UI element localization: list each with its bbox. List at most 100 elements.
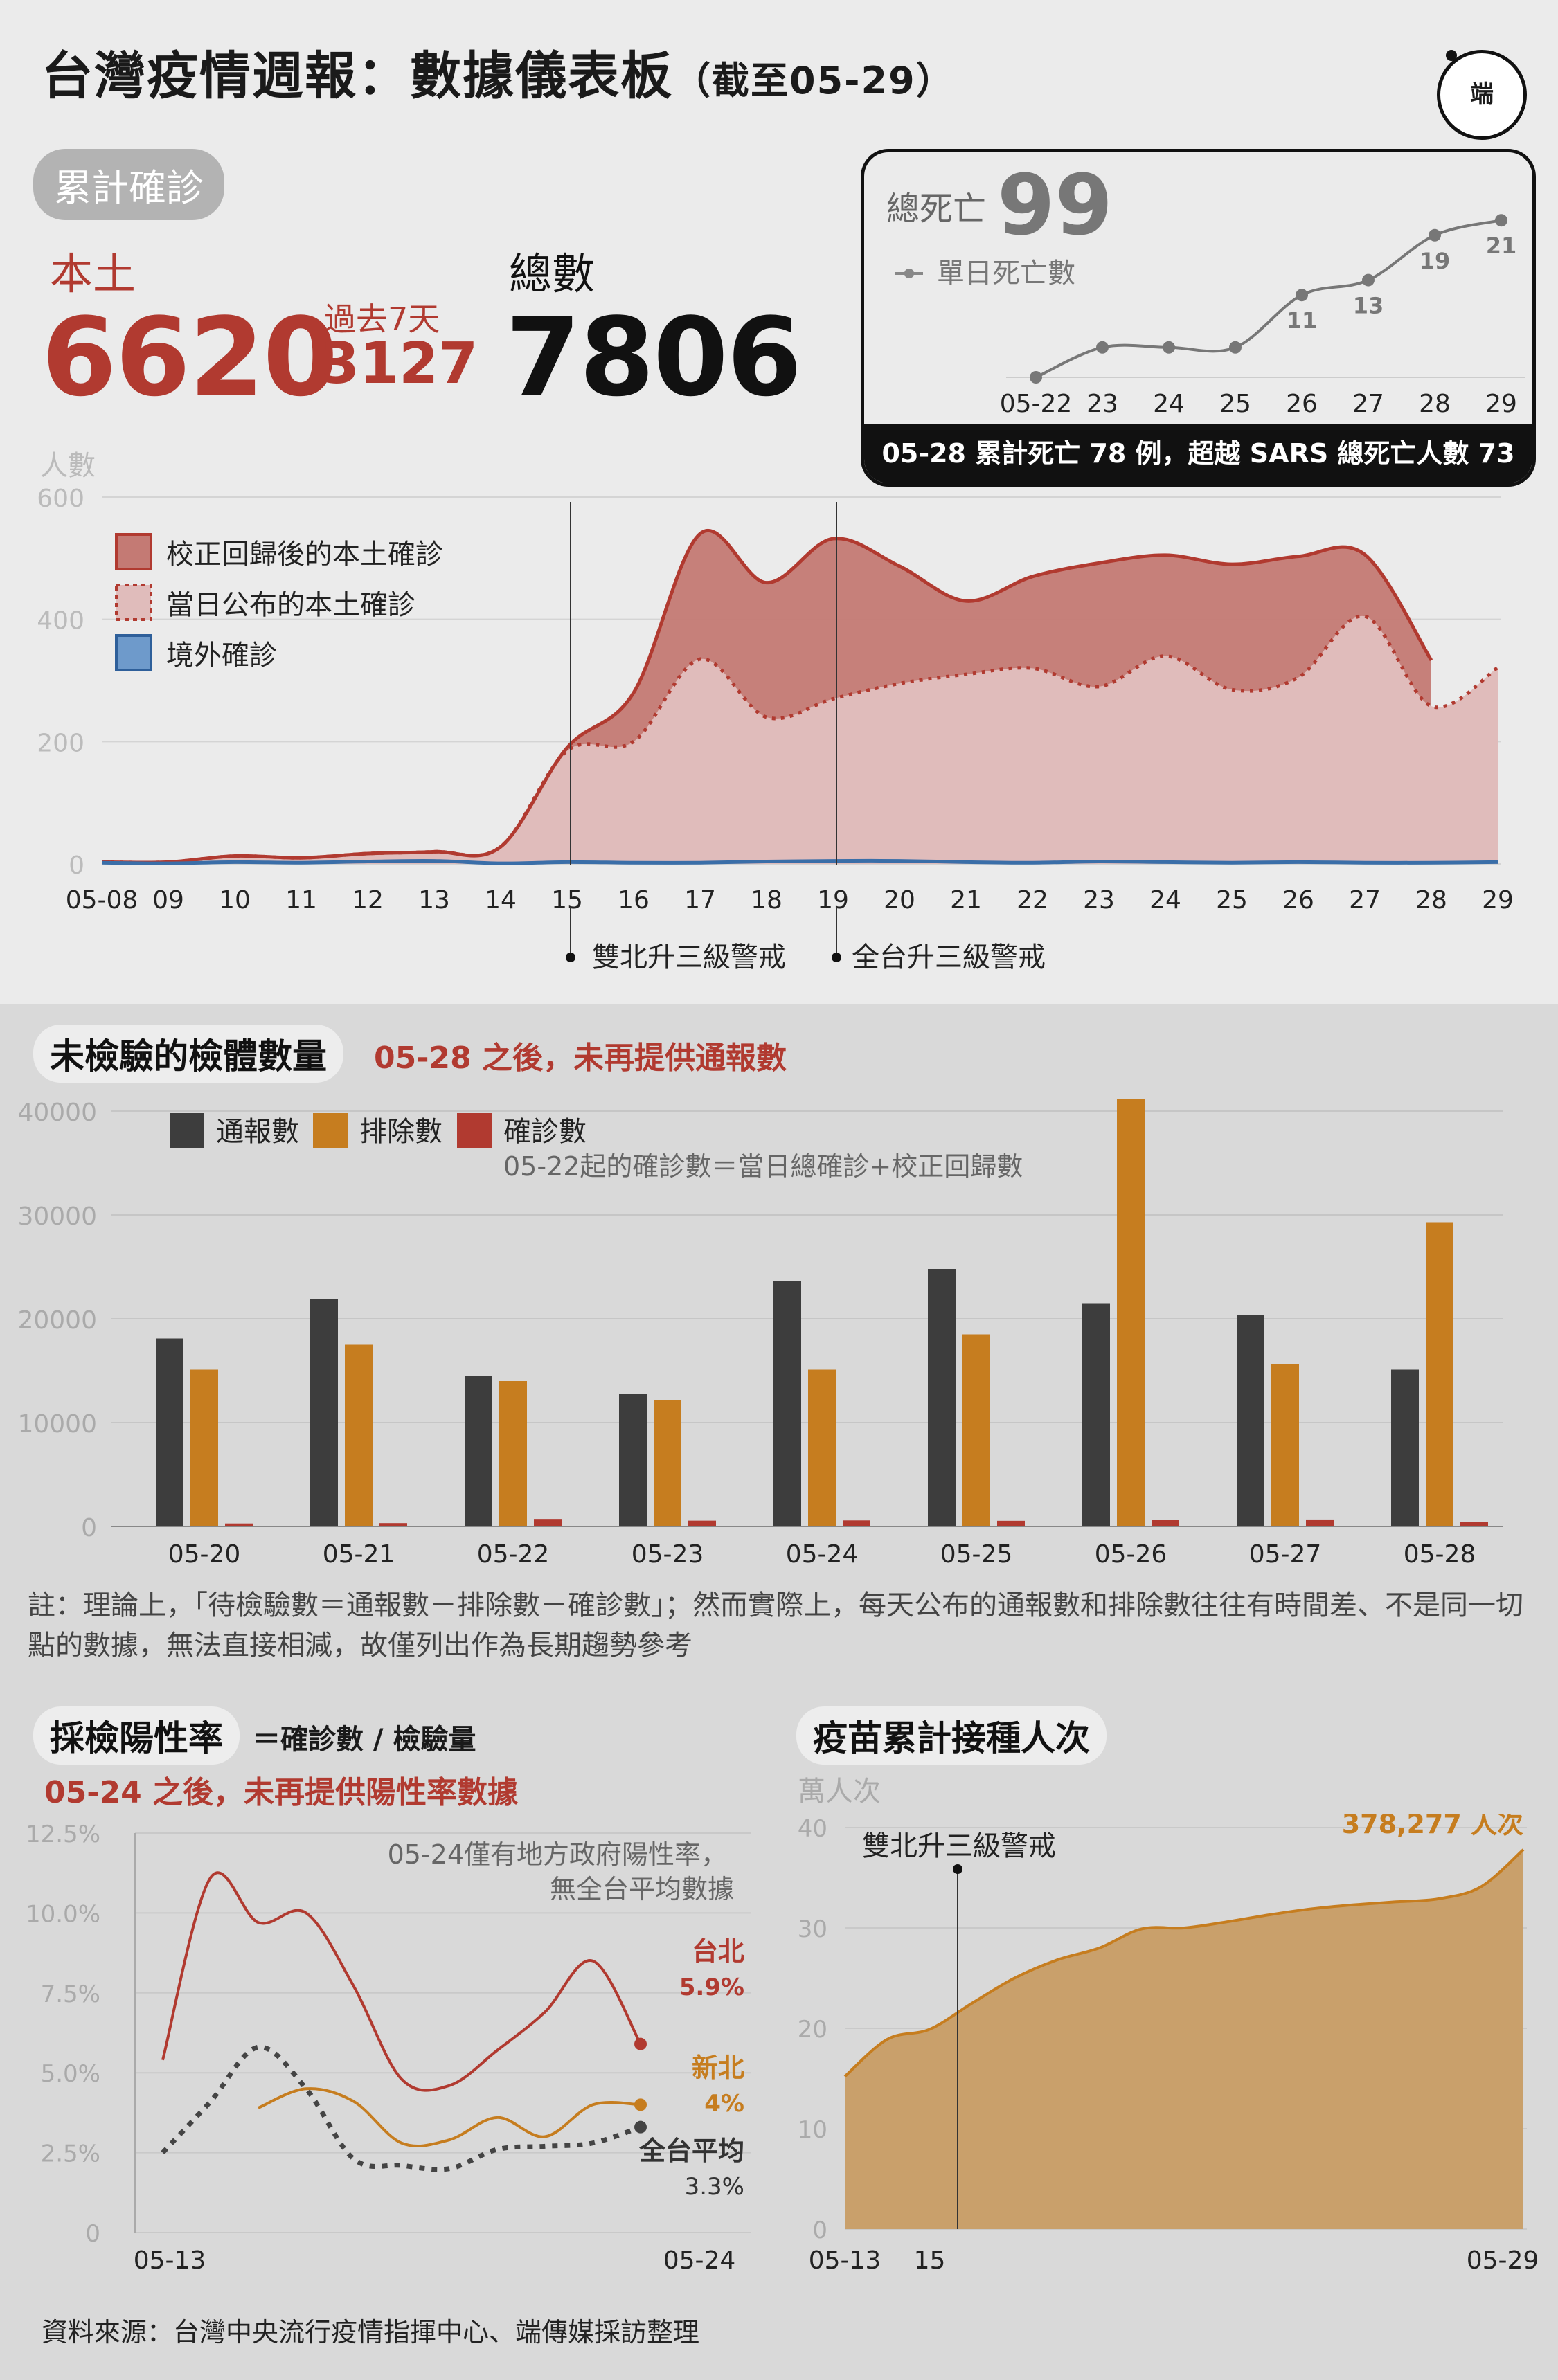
cases-ytick-label: 400 xyxy=(37,607,84,635)
deaths-point xyxy=(1030,371,1042,384)
legend-swatch-corrected xyxy=(115,533,152,570)
deaths-point xyxy=(1429,228,1441,242)
positivity-ytick-label: 12.5% xyxy=(26,1821,100,1848)
cases-xtick-label: 11 xyxy=(285,886,317,914)
tests-bar xyxy=(1460,1522,1488,1526)
deaths-line xyxy=(1035,219,1502,379)
deaths-legend-label: 單日死亡數 xyxy=(937,258,1075,289)
vaccine-area xyxy=(845,1849,1523,2229)
annotation-label-19: 全台升三級警戒 xyxy=(852,941,1046,973)
past7-label: 過去7天 xyxy=(324,300,440,338)
positivity-note-line2: 無全台平均數據 xyxy=(550,1874,734,1904)
deaths-data-label: 21 xyxy=(1486,233,1517,259)
cases-ylabel: 人數 xyxy=(40,450,96,482)
cases-ytick-label: 200 xyxy=(37,729,84,757)
vaccine-ytick-label: 30 xyxy=(798,1915,827,1943)
tests-bar xyxy=(1237,1315,1264,1526)
legend-swatch-announced xyxy=(115,584,152,621)
tests-xtick-label: 05-27 xyxy=(1249,1540,1322,1569)
positivity-note-line1: 05-24僅有地方政府陽性率， xyxy=(388,1839,727,1870)
logo-dot xyxy=(1446,50,1457,61)
vaccine-annotation-dot xyxy=(953,1864,962,1874)
tests-bar xyxy=(808,1369,836,1526)
initium-logo-icon: 端 xyxy=(1437,50,1527,140)
deaths-label: 總死亡 xyxy=(886,190,987,228)
vaccine-annotation-label: 雙北升三級警戒 xyxy=(862,1830,1056,1862)
deaths-legend-dot xyxy=(904,269,914,278)
deaths-data-label: 11 xyxy=(1287,307,1318,334)
vaccine-xtick-label: 05-29 xyxy=(1467,2246,1539,2275)
past7-value: 3127 xyxy=(320,331,478,397)
deaths-tick-label: 28 xyxy=(1419,390,1451,418)
tests-bar xyxy=(1426,1222,1453,1526)
cases-xtick-label: 13 xyxy=(418,886,450,914)
source-note: 資料來源：台灣中央流行疫情指揮中心、端傳媒採訪整理 xyxy=(42,2317,700,2347)
deaths-tick-label: 27 xyxy=(1352,390,1384,418)
page-title: 台灣疫情週報：數據儀表板（截至05-29） xyxy=(42,46,955,106)
label-newtaipei: 新北 xyxy=(692,2053,744,2083)
legend-label-confirmed: 確診數 xyxy=(503,1116,587,1148)
cases-ytick-label: 600 xyxy=(37,485,84,513)
positivity-ytick-label: 2.5% xyxy=(41,2140,100,2168)
deaths-panel: 05-28 累計死亡 78 例，超越 SARS 總死亡人數 73 xyxy=(861,149,1536,487)
positivity-line xyxy=(161,1871,642,2092)
cases-xtick-label: 22 xyxy=(1017,886,1048,914)
tests-xtick-label: 05-23 xyxy=(632,1540,704,1569)
positivity-line xyxy=(161,2044,642,2172)
announced-line xyxy=(101,614,1499,865)
tests-red-note: 05-28 之後，未再提供通報數 xyxy=(374,1040,787,1076)
cases-xtick-label: 20 xyxy=(884,886,915,914)
vaccine-ytick-label: 40 xyxy=(798,1815,827,1843)
tests-xtick-label: 05-25 xyxy=(940,1540,1013,1569)
positivity-xtick-label: 05-13 xyxy=(134,2246,206,2275)
tests-ytick-label: 20000 xyxy=(17,1306,97,1335)
deaths-data-label: 13 xyxy=(1353,293,1384,319)
tests-ytick-label: 30000 xyxy=(17,1202,97,1231)
tests-ytick-label: 10000 xyxy=(17,1410,97,1439)
label-national: 全台平均 xyxy=(638,2136,744,2166)
imported-line xyxy=(101,858,1498,865)
tests-bar xyxy=(773,1281,801,1526)
legend-swatch-excluded xyxy=(313,1113,348,1148)
tests-bar xyxy=(345,1344,373,1526)
cases-xtick-label: 18 xyxy=(751,886,782,914)
tests-bar xyxy=(997,1520,1025,1526)
cases-xtick-label: 09 xyxy=(152,886,184,914)
tests-bar xyxy=(654,1400,681,1526)
vaccine-ytick-label: 10 xyxy=(798,2116,827,2144)
deaths-chart: 單日死亡數 05-22 23 24 25 26 11 27 13 28 19 29 21 xyxy=(895,214,1525,418)
cases-xtick-label: 05-08 xyxy=(66,886,138,914)
deaths-tick-label: 24 xyxy=(1153,390,1185,418)
deaths-point xyxy=(1096,341,1109,354)
cases-xtick-label: 10 xyxy=(219,886,251,914)
deaths-tick-label: 25 xyxy=(1219,390,1251,418)
tests-chart: 0 10000 20000 30000 40000 05-20 05-21 05-22 05-… xyxy=(17,1099,1503,1569)
cases-xtick-label: 16 xyxy=(618,886,650,914)
positivity-ytick-label: 7.5% xyxy=(41,1981,100,2008)
deaths-note: 05-28 累計死亡 78 例，超越 SARS 總死亡人數 73 xyxy=(864,424,1532,483)
positivity-line xyxy=(258,2087,641,2148)
value-newtaipei: 4% xyxy=(704,2090,744,2118)
tests-xtick-label: 05-26 xyxy=(1095,1540,1167,1569)
legend-swatch-reported xyxy=(170,1113,204,1148)
cases-xtick-label: 12 xyxy=(352,886,384,914)
legend-swatch-imported xyxy=(115,634,152,671)
tests-bar xyxy=(928,1269,956,1526)
local-total: 6620 xyxy=(42,294,338,420)
cases-xtick-label: 14 xyxy=(485,886,517,914)
cases-xtick-label: 19 xyxy=(817,886,849,914)
deaths-point xyxy=(1296,289,1308,302)
tests-xtick-label: 05-21 xyxy=(323,1540,395,1569)
announced-area xyxy=(102,615,1498,864)
corrected-line xyxy=(101,529,1433,865)
cases-xtick-label: 24 xyxy=(1149,886,1181,914)
total-value: 7806 xyxy=(505,294,802,420)
deaths-data-label: 19 xyxy=(1420,248,1451,274)
tests-bar xyxy=(1082,1303,1110,1526)
cases-ytick-label: 0 xyxy=(69,851,84,880)
positivity-chart: 0 2.5% 5.0% 7.5% 10.0% 12.5% 05-13 05-24 05-24僅… xyxy=(26,1821,751,2275)
cases-xtick-label: 23 xyxy=(1083,886,1115,914)
tests-ytick-label: 0 xyxy=(81,1514,97,1542)
tests-bar xyxy=(534,1519,562,1526)
deaths-tick-label: 29 xyxy=(1485,390,1517,418)
